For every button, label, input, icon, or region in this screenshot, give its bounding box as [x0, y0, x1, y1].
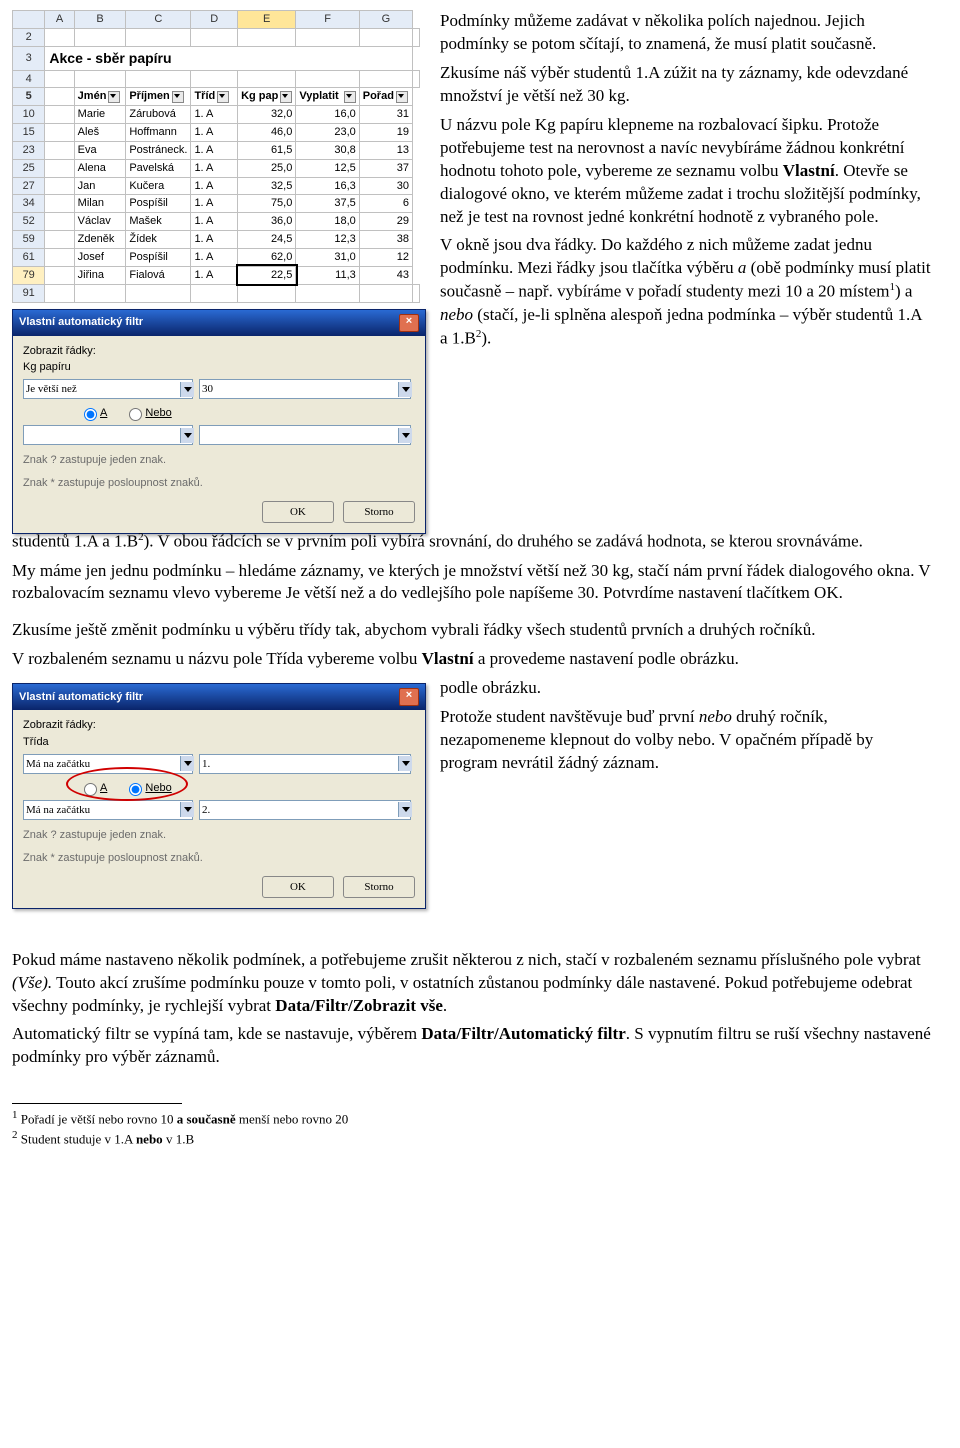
cancel-button[interactable]: Storno [343, 501, 415, 523]
para-1: Podmínky můžeme zadávat v několika políc… [440, 10, 932, 56]
hint-2: Znak * zastupuje posloupnost znaků. [23, 476, 415, 491]
hint-1: Znak ? zastupuje jeden znak. [23, 453, 415, 468]
radio-and[interactable]: A [79, 782, 107, 794]
para-3: U názvu pole Kg papíru klepneme na rozba… [440, 114, 932, 229]
cancel-button[interactable]: Storno [343, 876, 415, 898]
para-4-part: V okně jsou dva řádky. Do každého z nich… [440, 234, 932, 350]
radio-or[interactable]: Nebo [124, 782, 171, 794]
hint-1: Znak ? zastupuje jeden znak. [23, 828, 415, 843]
dialog-titlebar: Vlastní automatický filtr × [13, 310, 425, 336]
para-10: Automatický filtr se vypíná tam, kde se … [12, 1023, 932, 1069]
footnote-1: 1 Pořadí je větší nebo rovno 10 a součas… [12, 1108, 932, 1128]
para-4-cont: studentů 1.A a 1.B2). V obou řádcích se … [12, 530, 932, 554]
value-combo-1[interactable]: 30 [199, 379, 411, 399]
ok-button[interactable]: OK [262, 501, 334, 523]
value-combo-1[interactable]: 1. [199, 754, 411, 774]
radio-group: A Nebo [79, 405, 415, 421]
para-7-cont: podle obrázku. [440, 677, 932, 700]
para-9: Pokud máme nastaveno několik podmínek, a… [12, 949, 932, 1018]
operator-combo-1[interactable]: Má na začátku [23, 754, 193, 774]
ok-button[interactable]: OK [262, 876, 334, 898]
radio-or[interactable]: Nebo [124, 407, 171, 419]
show-rows-label: Zobrazit řádky: [23, 344, 415, 359]
field-label: Kg papíru [23, 360, 415, 375]
radio-and[interactable]: A [79, 407, 107, 419]
value-combo-2[interactable]: 2. [199, 800, 411, 820]
dialog-titlebar: Vlastní automatický filtr × [13, 684, 425, 710]
custom-filter-dialog-2: Vlastní automatický filtr × Zobrazit řád… [12, 683, 426, 908]
para-5: My máme jen jednu podmínku – hledáme záz… [12, 560, 932, 606]
dialog-title: Vlastní automatický filtr [19, 315, 143, 330]
hint-2: Znak * zastupuje posloupnost znaků. [23, 851, 415, 866]
footnote-rule [12, 1103, 182, 1104]
footnote-2: 2 Student studuje v 1.A nebo v 1.B [12, 1128, 932, 1148]
para-7: V rozbaleném seznamu u názvu pole Třída … [12, 648, 932, 671]
field-label: Třída [23, 735, 415, 750]
close-icon[interactable]: × [399, 314, 419, 332]
operator-combo-2[interactable]: Má na začátku [23, 800, 193, 820]
para-2: Zkusíme náš výběr studentů 1.A zúžit na … [440, 62, 932, 108]
operator-combo-2[interactable] [23, 425, 193, 445]
custom-filter-dialog-1: Vlastní automatický filtr × Zobrazit řád… [12, 309, 426, 534]
radio-group: A Nebo [79, 780, 415, 796]
operator-combo-1[interactable]: Je větší než [23, 379, 193, 399]
para-6: Zkusíme ještě změnit podmínku u výběru t… [12, 619, 932, 642]
close-icon[interactable]: × [399, 688, 419, 706]
value-combo-2[interactable] [199, 425, 411, 445]
show-rows-label: Zobrazit řádky: [23, 718, 415, 733]
spreadsheet-table: ABCDEFG23Akce - sběr papíru45JménPříjmen… [12, 10, 420, 303]
dialog-title: Vlastní automatický filtr [19, 690, 143, 705]
para-8: Protože student navštěvuje buď první neb… [440, 706, 932, 775]
